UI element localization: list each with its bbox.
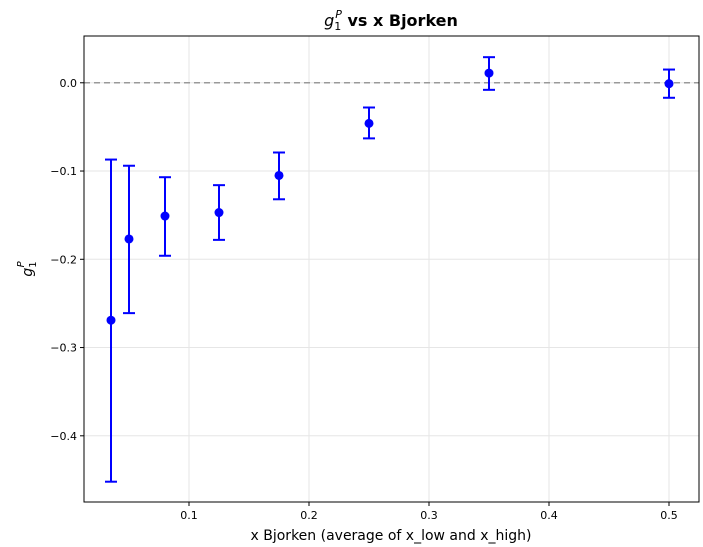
chart-title: g1P vs x Bjorken xyxy=(324,8,458,33)
y-tick-label: −0.3 xyxy=(50,342,77,355)
data-point xyxy=(364,118,374,128)
y-tick-label: −0.4 xyxy=(50,430,77,443)
data-point xyxy=(124,234,134,244)
title-text: vs x Bjorken xyxy=(342,11,458,30)
y-tick-label: 0.0 xyxy=(60,77,78,90)
y-axis-ticks: 0.0 −0.1 −0.2 −0.3 −0.4 xyxy=(50,77,84,443)
data-point xyxy=(664,79,674,89)
title-subscript: 1 xyxy=(334,20,341,33)
y-tick-label: −0.1 xyxy=(50,165,77,178)
y-label-symbol: g xyxy=(20,268,36,277)
x-axis-ticks: 0.1 0.2 0.3 0.4 0.5 xyxy=(180,502,678,522)
x-axis-label: x Bjorken (average of x_low and x_high) xyxy=(251,528,532,544)
y-tick-label: −0.2 xyxy=(50,253,77,266)
plot-area-frame xyxy=(83,35,700,503)
data-point xyxy=(484,68,494,78)
x-tick-label: 0.3 xyxy=(420,509,438,522)
data-point xyxy=(160,211,170,221)
x-tick-label: 0.2 xyxy=(300,509,318,522)
grid xyxy=(84,36,699,502)
y-label-subscript: 1 xyxy=(28,261,39,267)
x-tick-label: 0.4 xyxy=(540,509,558,522)
y-axis-label: g1P xyxy=(16,260,39,276)
title-superscript: P xyxy=(335,8,342,21)
y-label-superscript: P xyxy=(16,260,27,267)
x-tick-label: 0.5 xyxy=(660,509,678,522)
title-symbol: g xyxy=(324,11,334,30)
data-point xyxy=(274,170,284,180)
data-series xyxy=(105,56,675,483)
x-tick-label: 0.1 xyxy=(180,509,198,522)
data-point xyxy=(106,315,116,325)
data-point xyxy=(214,208,224,218)
